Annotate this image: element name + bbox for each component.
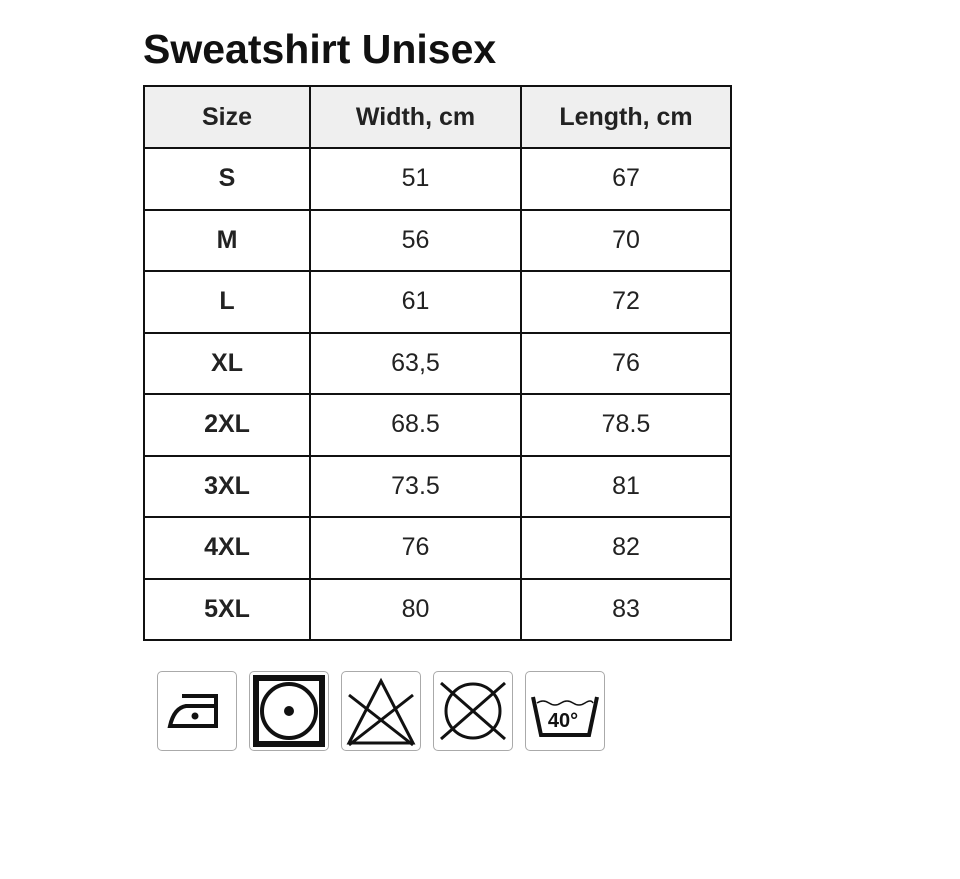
cell-length: 70 <box>520 208 732 272</box>
cell-width: 80 <box>309 577 522 641</box>
do-not-bleach-icon <box>341 671 421 751</box>
header-width: Width, cm <box>309 85 522 149</box>
header-size: Size <box>143 85 311 149</box>
wash-40-icon: 40° <box>525 671 605 751</box>
size-chart-table: Size Width, cm Length, cm S 51 67 M 56 70 L 61 7… <box>143 85 732 641</box>
cell-length: 67 <box>520 147 732 211</box>
cell-length: 72 <box>520 270 732 334</box>
table-row: 4XL 76 82 <box>143 516 732 580</box>
cell-size: 4XL <box>143 516 311 580</box>
iron-low-heat-icon <box>157 671 237 751</box>
table-row: XL 63,5 76 <box>143 331 732 395</box>
cell-size: XL <box>143 331 311 395</box>
table-row: L 61 72 <box>143 270 732 334</box>
cell-length: 76 <box>520 331 732 395</box>
cell-size: S <box>143 147 311 211</box>
cell-length: 82 <box>520 516 732 580</box>
cell-width: 56 <box>309 208 522 272</box>
table-row: 2XL 68.5 78.5 <box>143 393 732 457</box>
cell-width: 61 <box>309 270 522 334</box>
cell-width: 51 <box>309 147 522 211</box>
cell-size: L <box>143 270 311 334</box>
do-not-dry-clean-icon <box>433 671 513 751</box>
care-icons: 40° <box>157 671 605 751</box>
cell-width: 68.5 <box>309 393 522 457</box>
cell-width: 63,5 <box>309 331 522 395</box>
cell-size: M <box>143 208 311 272</box>
table-row: 5XL 80 83 <box>143 577 732 641</box>
table-row: S 51 67 <box>143 147 732 211</box>
cell-size: 5XL <box>143 577 311 641</box>
cell-length: 83 <box>520 577 732 641</box>
table-header-row: Size Width, cm Length, cm <box>143 85 732 149</box>
cell-width: 73.5 <box>309 454 522 518</box>
header-length: Length, cm <box>520 85 732 149</box>
cell-width: 76 <box>309 516 522 580</box>
wash-temperature-label: 40° <box>548 710 578 732</box>
table-row: 3XL 73.5 81 <box>143 454 732 518</box>
page-title: Sweatshirt Unisex <box>143 26 497 72</box>
cell-size: 2XL <box>143 393 311 457</box>
tumble-dry-low-icon <box>249 671 329 751</box>
table-row: M 56 70 <box>143 208 732 272</box>
cell-length: 81 <box>520 454 732 518</box>
cell-length: 78.5 <box>520 393 732 457</box>
cell-size: 3XL <box>143 454 311 518</box>
